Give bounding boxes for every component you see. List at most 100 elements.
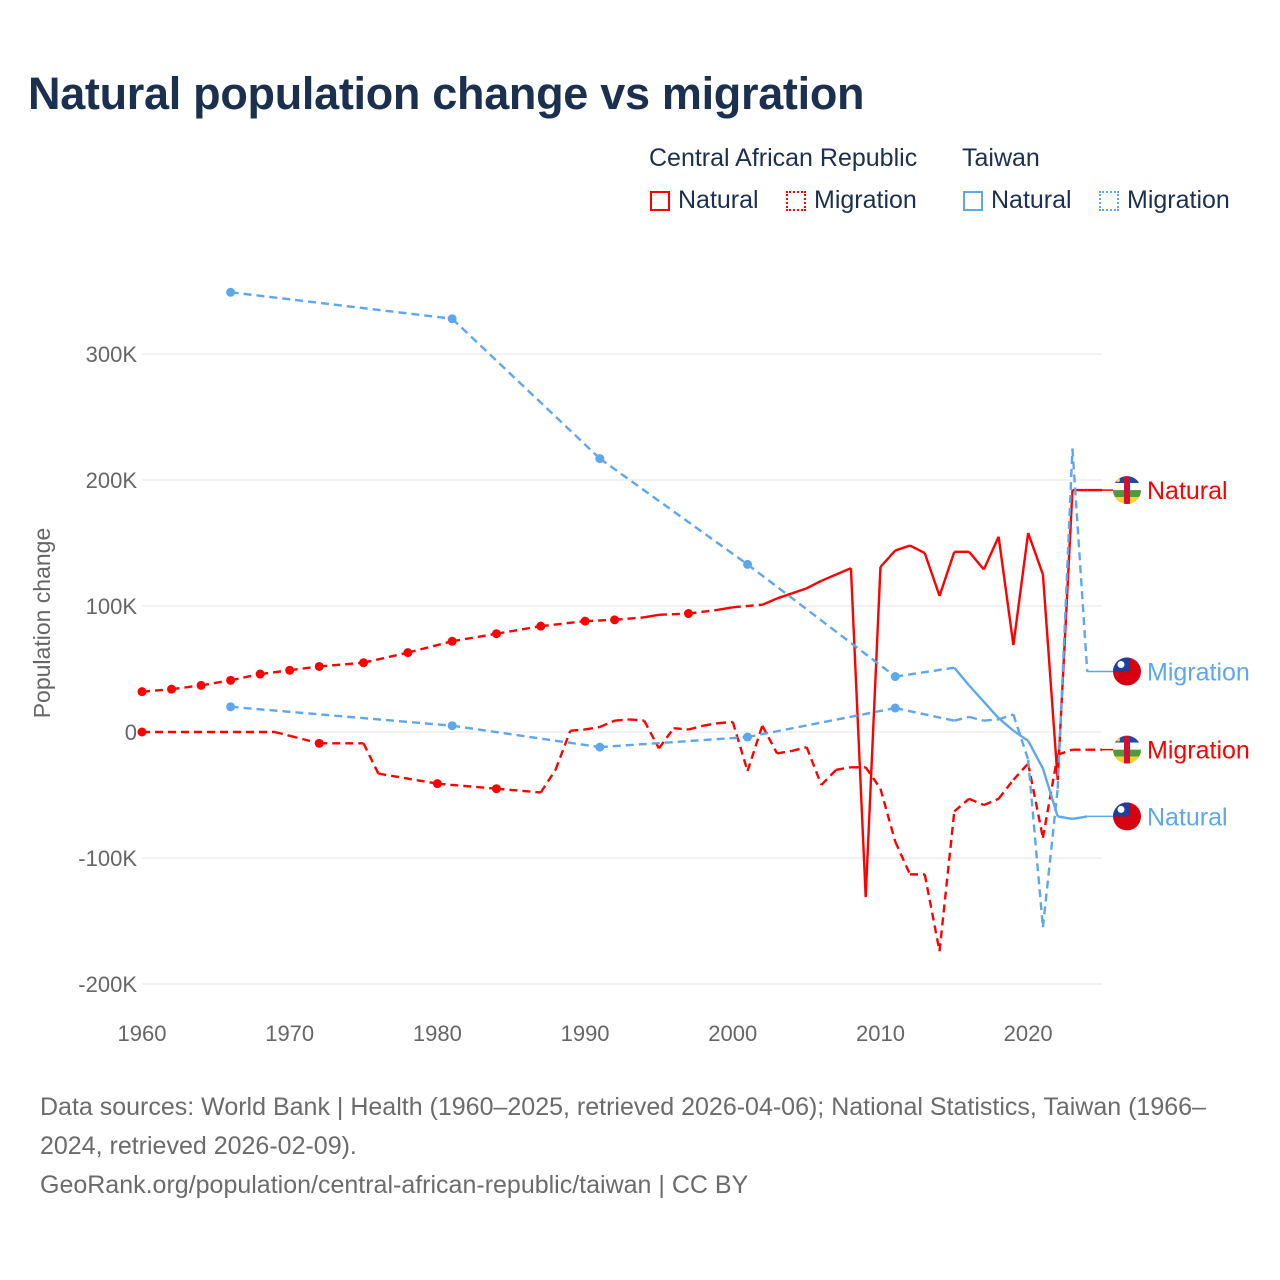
taiwan-natural-segment	[1072, 815, 1088, 821]
taiwan-migration-segment	[954, 715, 970, 722]
y-axis-label: Population change	[29, 528, 55, 719]
central-african-republic-migration-segment	[835, 766, 852, 771]
central-african-republic-natural-point	[255, 669, 265, 679]
central-african-republic-natural-segment	[260, 669, 290, 676]
central-african-republic-migration-segment	[938, 811, 956, 952]
central-african-republic-natural-segment	[407, 640, 453, 654]
central-african-republic-migration-segment	[289, 734, 320, 745]
taiwan-natural-segment	[895, 666, 955, 678]
central-african-republic-natural-segment	[761, 597, 778, 606]
central-african-republic-natural-segment	[791, 587, 808, 595]
central-african-republic-natural-segment	[496, 624, 541, 635]
central-african-republic-natural-segment	[923, 552, 941, 597]
central-african-republic-migration-segment	[496, 787, 541, 794]
y-tick-label: 200K	[86, 468, 138, 493]
legend-group-taiwan: Taiwan	[962, 144, 1040, 172]
central-african-republic-migration-segment	[657, 727, 675, 750]
central-african-republic-natural-segment	[319, 661, 364, 668]
x-tick-label: 2020	[1004, 1021, 1053, 1046]
central-african-republic-natural-segment	[230, 672, 261, 682]
taiwan-migration-segment	[1026, 759, 1045, 928]
central-african-republic-migration-segment	[820, 768, 838, 786]
central-african-republic-natural-point	[226, 675, 236, 685]
central-african-republic-migration-segment	[717, 720, 733, 725]
central-african-republic-natural-segment	[585, 618, 615, 623]
central-african-republic-migration-segment	[629, 718, 645, 722]
central-african-republic-migration-segment	[673, 727, 689, 731]
taiwan-migration-point	[447, 721, 457, 731]
footer: Data sources: World Bank | Health (1960–…	[40, 1088, 1260, 1205]
taiwan-natural-segment	[953, 666, 970, 687]
taiwan-natural-segment	[1027, 740, 1044, 770]
central-african-republic-migration-segment	[362, 742, 380, 775]
central-african-republic-natural-point	[491, 629, 501, 639]
central-african-republic-natural-point	[683, 609, 693, 619]
taiwan-natural-point	[226, 287, 236, 297]
central-african-republic-natural-segment	[849, 568, 867, 898]
central-african-republic-natural-segment	[171, 684, 202, 691]
central-african-republic-natural-segment	[289, 665, 320, 672]
central-african-republic-natural-segment	[363, 651, 409, 664]
legend-car-migration[interactable]: Migration	[786, 186, 917, 215]
central-african-republic-migration-segment	[703, 721, 719, 727]
taiwan-natural-segment	[599, 457, 749, 566]
central-african-republic-natural-point	[359, 658, 369, 668]
central-african-republic-natural-segment	[806, 579, 822, 590]
x-tick-label: 2010	[856, 1021, 905, 1046]
taiwan-natural-segment	[1057, 815, 1073, 821]
central-african-republic-natural-segment	[141, 687, 172, 693]
legend-car-natural[interactable]: Natural	[650, 186, 759, 215]
taiwan-migration-point	[226, 702, 236, 712]
taiwan-migration-segment	[451, 724, 601, 749]
taiwan-natural-point	[890, 672, 900, 682]
solid-swatch-icon	[963, 190, 983, 211]
legend-group-car: Central African Republic	[649, 144, 918, 172]
central-african-republic-natural-segment	[1027, 532, 1045, 575]
central-african-republic-natural-segment	[820, 573, 837, 582]
y-tick-label: 100K	[86, 594, 138, 619]
central-african-republic-migration-segment	[761, 725, 779, 754]
taiwan-natural-segment	[451, 317, 601, 460]
central-african-republic-migration-point	[314, 738, 324, 748]
taiwan-flag-icon	[1113, 658, 1141, 686]
central-african-republic-natural-segment	[879, 549, 897, 568]
central-african-republic-natural-point	[196, 680, 206, 690]
central-african-republic-natural-segment	[643, 613, 660, 619]
central-african-republic-natural-point	[137, 687, 147, 697]
central-african-republic-natural-segment	[909, 544, 926, 555]
chart-title: Natural population change vs migration	[28, 68, 865, 119]
credit-link[interactable]: GeoRank.org/population/central-african-r…	[40, 1171, 749, 1199]
central-african-republic-natural-segment	[894, 544, 911, 552]
central-african-republic-natural-segment	[982, 536, 1000, 570]
central-african-republic-natural-segment	[688, 608, 719, 615]
taiwan-natural-segment	[982, 700, 1000, 719]
central-african-republic-natural-point	[610, 615, 620, 625]
central-african-republic-migration-point	[137, 727, 147, 737]
taiwan-migration-segment	[894, 706, 955, 722]
central-african-republic-migration-segment	[731, 721, 749, 772]
central-african-republic-natural-segment	[968, 551, 985, 571]
taiwan-natural-segment	[997, 717, 1015, 732]
taiwan-migration-segment	[968, 715, 985, 722]
central-african-republic-natural-segment	[614, 616, 645, 622]
central-african-republic-migration-segment	[776, 749, 793, 755]
central-african-republic-migration-point	[432, 779, 442, 789]
central-african-republic-natural-segment	[1041, 574, 1059, 780]
legend-taiwan-natural[interactable]: Natural	[963, 186, 1072, 215]
legend-taiwan-migration[interactable]: Migration	[1099, 186, 1230, 215]
central-african-republic-natural-segment	[997, 536, 1015, 646]
central-african-republic-natural-point	[536, 621, 546, 631]
taiwan-migration-segment	[599, 735, 748, 749]
x-tick-label: 1960	[118, 1021, 167, 1046]
taiwan-migration-end-label: Migration	[1147, 659, 1250, 687]
central-african-republic-natural-segment	[732, 603, 763, 609]
legend-label: Natural	[678, 186, 759, 214]
taiwan-migration-segment	[230, 705, 453, 727]
central-african-republic-natural-segment	[658, 612, 689, 617]
taiwan-migration-point	[890, 703, 900, 713]
taiwan-natural-segment	[968, 684, 985, 703]
y-tick-label: -200K	[78, 972, 137, 997]
central-african-republic-migration-end-label: Migration	[1147, 737, 1250, 765]
central-african-republic-natural-segment	[938, 551, 956, 597]
taiwan-migration-segment	[983, 718, 999, 722]
